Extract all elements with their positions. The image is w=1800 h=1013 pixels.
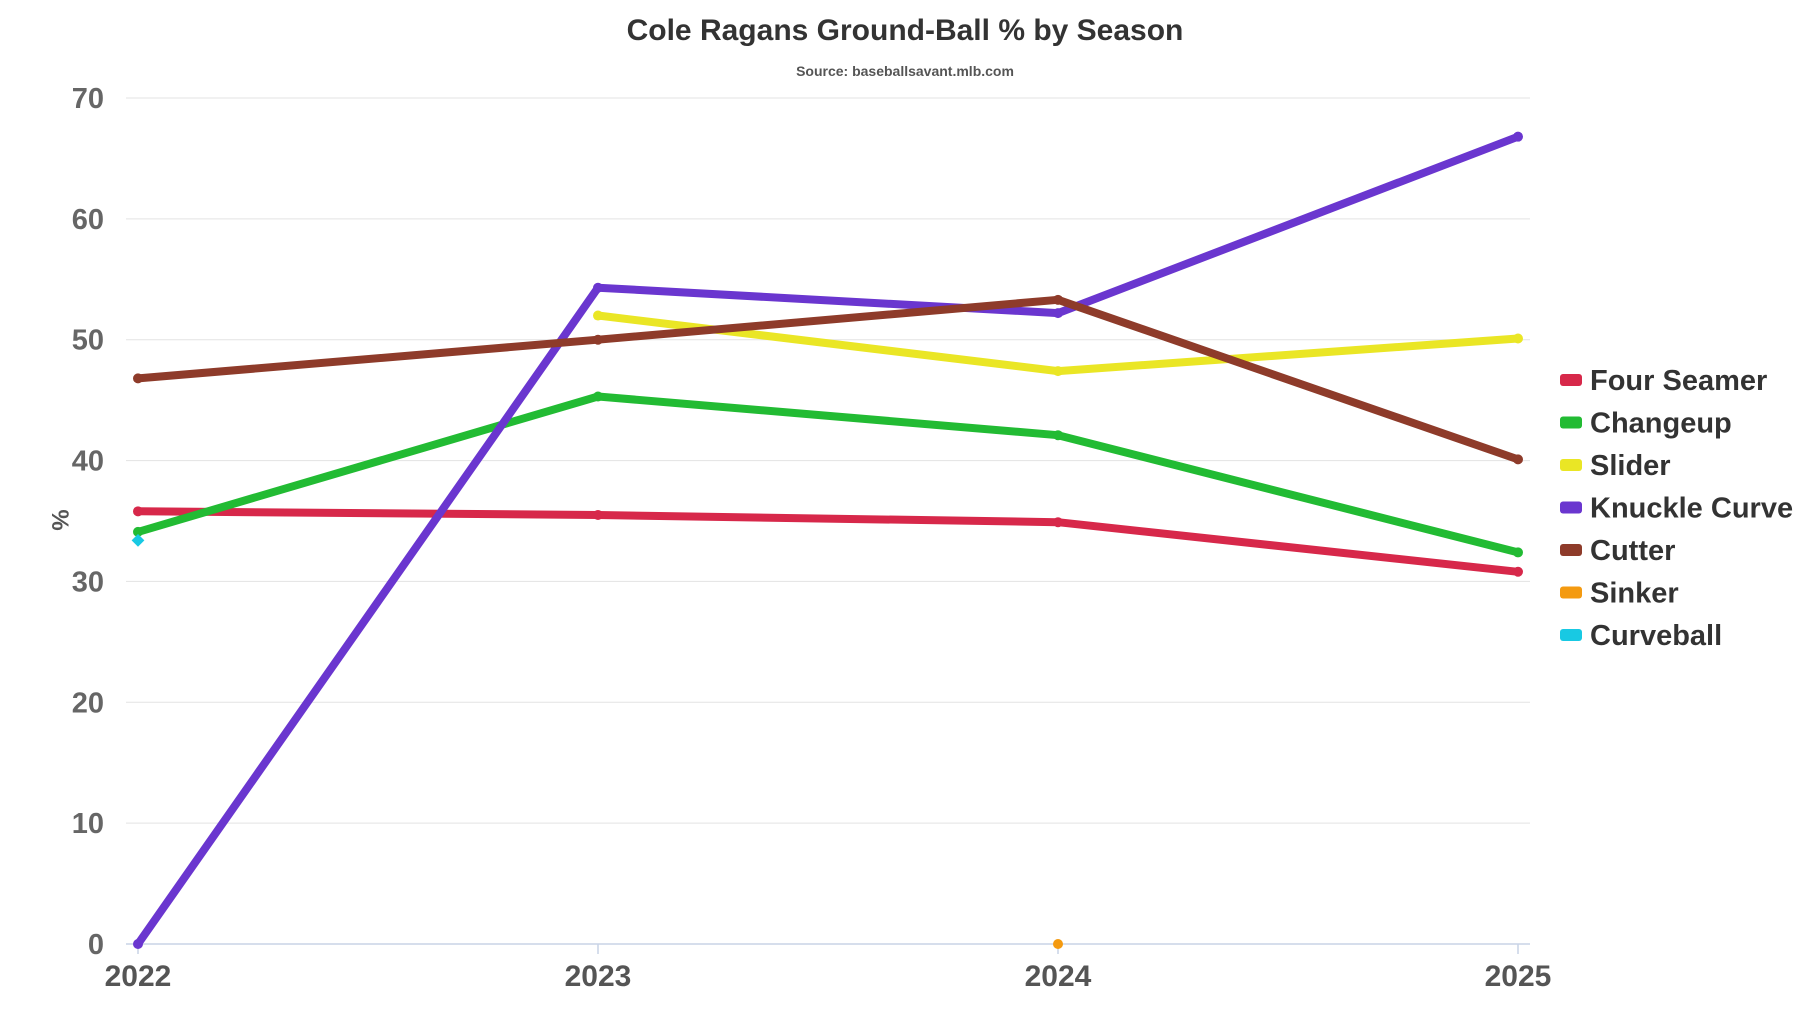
legend-swatch (1560, 544, 1582, 556)
data-point-knuckle-curve[interactable] (133, 939, 143, 949)
data-point-cutter[interactable] (593, 334, 603, 345)
legend-swatch (1560, 374, 1582, 386)
series-line-knuckle-curve (134, 132, 1522, 948)
data-point-four-seamer[interactable] (1053, 517, 1063, 528)
series-changeup (133, 391, 1523, 558)
legend-swatch (1560, 629, 1582, 641)
legend-label: Changeup (1590, 408, 1732, 440)
y-tick-label: 40 (72, 446, 104, 478)
y-tick-label: 50 (72, 325, 104, 357)
x-tick-label: 2022 (105, 960, 172, 993)
y-tick-label: 30 (72, 566, 104, 598)
series-slider (593, 310, 1523, 377)
data-point-cutter[interactable] (1053, 294, 1063, 305)
y-axis-label: % (46, 509, 73, 530)
y-tick-label: 20 (72, 687, 104, 719)
chart-subtitle: Source: baseballsavant.mlb.com (796, 63, 1014, 79)
data-point-four-seamer[interactable] (593, 509, 603, 520)
legend-label: Sinker (1590, 578, 1679, 610)
data-point-slider[interactable] (1513, 333, 1523, 344)
data-point-changeup[interactable] (1053, 430, 1063, 441)
legend-swatch (1560, 501, 1582, 514)
y-tick-label: 0 (88, 929, 104, 961)
data-point-cutter[interactable] (133, 373, 143, 384)
series-line-changeup (134, 392, 1522, 557)
data-point-slider[interactable] (593, 310, 603, 321)
series-line-four-seamer (134, 507, 1522, 576)
data-point-changeup[interactable] (133, 526, 143, 537)
x-tick-label: 2024 (1025, 960, 1092, 993)
data-point-four-seamer[interactable] (1513, 566, 1523, 577)
x-tick-label: 2023 (565, 960, 632, 993)
series-knuckle-curve (133, 131, 1523, 949)
axes: 0 10 20 30 40 50 60 70 2022 2023 2024 2025 (72, 83, 1552, 993)
data-point-knuckle-curve[interactable] (593, 282, 603, 293)
data-point-curveball[interactable] (131, 533, 145, 547)
data-point-changeup[interactable] (593, 391, 603, 402)
legend-swatch (1560, 416, 1582, 429)
legend-item-cutter[interactable]: Cutter (1560, 535, 1675, 567)
legend-item-sinker[interactable]: Sinker (1560, 578, 1679, 610)
x-tick-label: 2025 (1485, 960, 1552, 993)
data-point-four-seamer[interactable] (133, 506, 143, 517)
y-tick-label: 10 (72, 808, 104, 840)
chart-title: Cole Ragans Ground-Ball % by Season (627, 14, 1184, 47)
series-lines (131, 131, 1523, 949)
series-sinker (1053, 939, 1063, 949)
legend-item-slider[interactable]: Slider (1560, 450, 1671, 482)
grid-lines (126, 97, 1530, 824)
legend-swatch (1560, 459, 1582, 471)
legend-item-knuckle-curve[interactable]: Knuckle Curve (1560, 493, 1793, 525)
y-tick-label: 70 (72, 83, 104, 115)
legend-label: Four Seamer (1590, 365, 1767, 397)
legend-swatch (1560, 586, 1582, 599)
data-point-slider[interactable] (1053, 366, 1063, 377)
legend-label: Knuckle Curve (1590, 493, 1793, 525)
legend-label: Curveball (1590, 620, 1722, 652)
data-point-sinker[interactable] (1053, 939, 1063, 949)
series-cutter (133, 294, 1523, 465)
data-point-knuckle-curve[interactable] (1513, 131, 1523, 142)
legend-label: Cutter (1590, 535, 1675, 567)
data-point-cutter[interactable] (1513, 454, 1523, 465)
legend-item-four-seamer[interactable]: Four Seamer (1560, 365, 1767, 397)
y-tick-label: 60 (72, 204, 104, 236)
data-point-knuckle-curve[interactable] (1053, 308, 1063, 319)
series-four-seamer (133, 506, 1523, 577)
data-point-changeup[interactable] (1513, 547, 1523, 558)
series-curveball (131, 533, 145, 547)
series-line-cutter (134, 295, 1522, 464)
legend-item-curveball[interactable]: Curveball (1560, 620, 1722, 652)
legend: Four Seamer Changeup Slider Knuckle Curve Cu… (1560, 365, 1793, 652)
legend-item-changeup[interactable]: Changeup (1560, 408, 1732, 440)
legend-label: Slider (1590, 450, 1671, 482)
